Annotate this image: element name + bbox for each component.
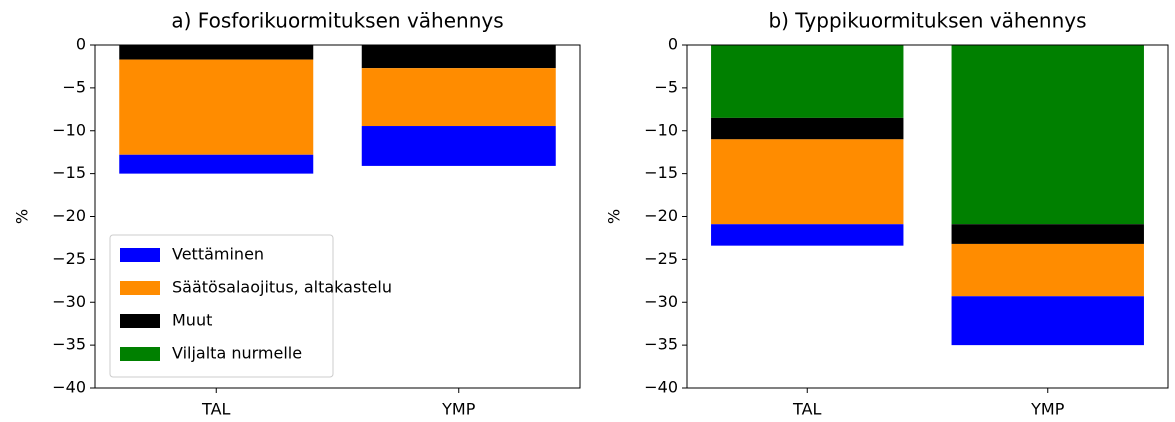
bar-segment <box>711 224 904 246</box>
y-tick-label: −15 <box>644 163 678 182</box>
y-tick-label: −5 <box>654 77 678 96</box>
axes-frame <box>686 44 1169 389</box>
legend-label: Vettäminen <box>172 245 264 264</box>
y-tick-label: −25 <box>52 249 86 268</box>
bar-segment <box>951 224 1144 244</box>
legend-swatch <box>120 314 160 328</box>
bar-segment <box>711 139 904 225</box>
y-tick-label: −10 <box>644 120 678 139</box>
y-tick-label: 0 <box>76 35 86 54</box>
y-tick-label: −40 <box>52 378 86 397</box>
bar-segment <box>951 243 1144 297</box>
bar-segment <box>361 126 556 166</box>
y-tick-label: −30 <box>644 292 678 311</box>
x-tick-label: TAL <box>792 400 821 419</box>
y-tick-label: −5 <box>62 77 86 96</box>
legend-box <box>109 234 334 378</box>
y-axis-label: % <box>13 209 32 224</box>
x-tick-label: TAL <box>201 400 230 419</box>
y-axis-label: % <box>605 209 624 224</box>
x-tick-label: YMP <box>1030 400 1065 419</box>
legend-label: Säätösalaojitus, altakastelu <box>172 278 392 297</box>
bar-segment <box>119 154 314 174</box>
legend-label: Muut <box>172 311 212 330</box>
y-tick-label: −15 <box>52 163 86 182</box>
y-tick-label: −20 <box>52 206 86 225</box>
bar-segment <box>119 59 314 155</box>
bar-segment <box>951 45 1144 225</box>
legend-swatch <box>120 281 160 295</box>
x-tick-label: YMP <box>441 400 476 419</box>
y-tick-label: −10 <box>52 120 86 139</box>
y-tick-label: −35 <box>52 335 86 354</box>
bar-segment <box>361 68 556 127</box>
y-tick-label: −25 <box>644 249 678 268</box>
legend-swatch <box>120 347 160 361</box>
chart-title: b) Typpikuormituksen vähennys <box>768 9 1086 33</box>
y-tick-label: 0 <box>668 35 678 54</box>
y-tick-label: −35 <box>644 335 678 354</box>
y-tick-label: −30 <box>52 292 86 311</box>
bar-segment <box>711 117 904 140</box>
y-tick-label: −40 <box>644 378 678 397</box>
y-tick-label: −20 <box>644 206 678 225</box>
chart-title: a) Fosforikuormituksen vähennys <box>171 9 503 33</box>
bar-segment <box>119 45 314 60</box>
legend-label: Viljalta nurmelle <box>172 344 302 363</box>
bar-segment <box>951 296 1144 346</box>
legend-swatch <box>120 248 160 262</box>
bar-segment <box>361 45 556 69</box>
axes-frame <box>94 44 581 389</box>
bar-segment <box>711 45 904 118</box>
